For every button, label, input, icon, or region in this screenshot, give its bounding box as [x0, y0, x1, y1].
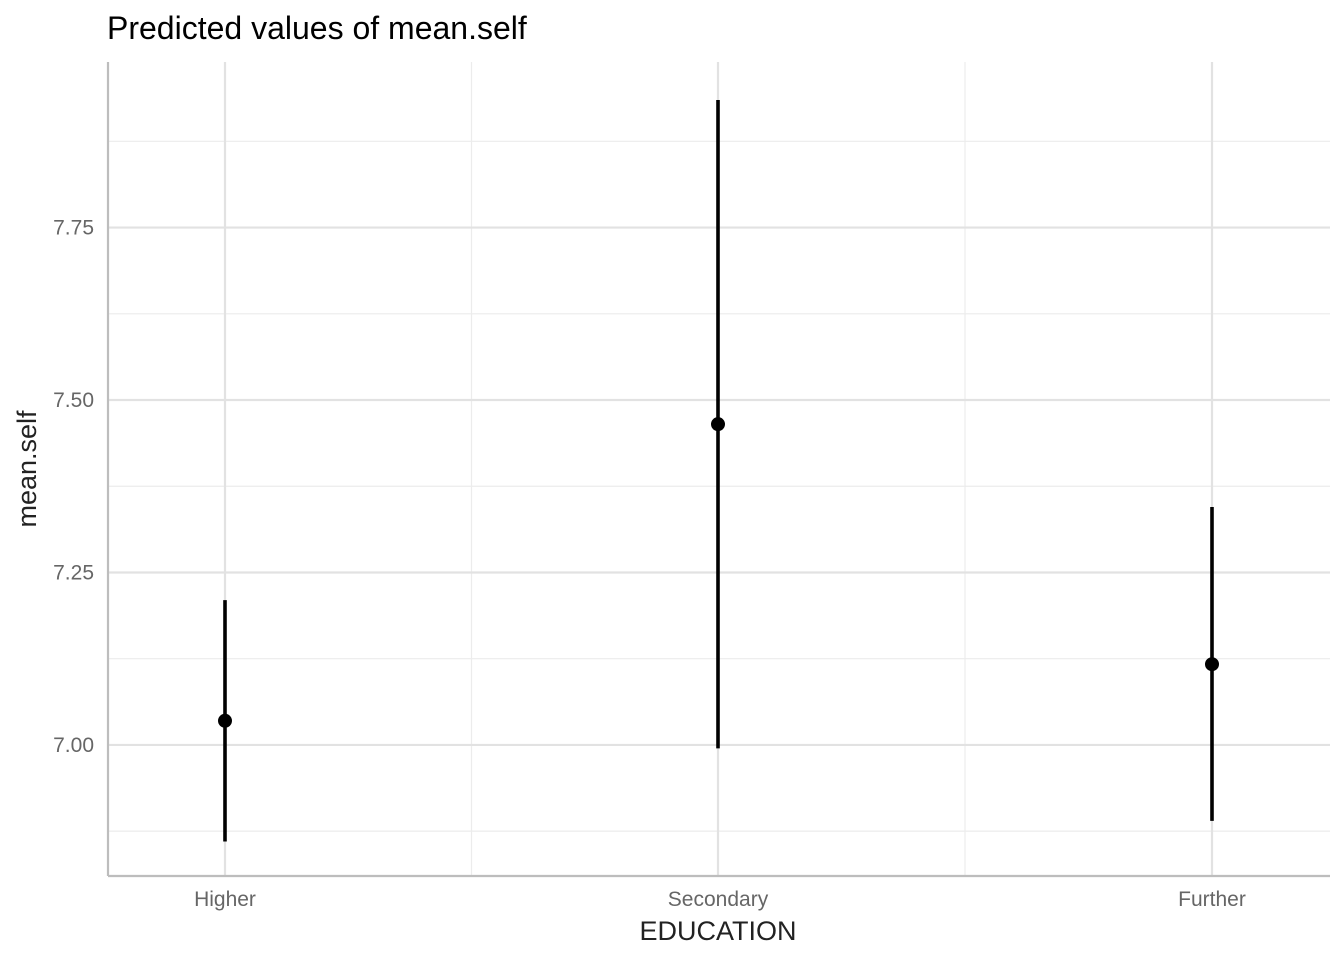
error-bars — [223, 99, 1214, 842]
y-tick-label: 7.25 — [53, 561, 94, 584]
y-axis-title: mean.self — [12, 410, 42, 528]
data-point — [711, 417, 725, 432]
chart-title: Predicted values of mean.self — [107, 10, 527, 46]
x-axis-title: EDUCATION — [639, 916, 796, 946]
y-tick-label: 7.75 — [53, 217, 94, 240]
y-tick-labels: 7.00 7.25 7.50 7.75 — [53, 217, 94, 757]
y-tick-label: 7.00 — [53, 734, 94, 757]
data-point — [1205, 657, 1219, 672]
x-tick-label: Higher — [194, 888, 256, 911]
points — [218, 417, 1219, 728]
x-tick-label: Secondary — [668, 888, 769, 911]
x-tick-label: Further — [1178, 888, 1246, 911]
data-point — [218, 713, 232, 728]
x-tick-labels: Higher Secondary Further — [194, 888, 1246, 911]
y-tick-label: 7.50 — [53, 389, 94, 412]
